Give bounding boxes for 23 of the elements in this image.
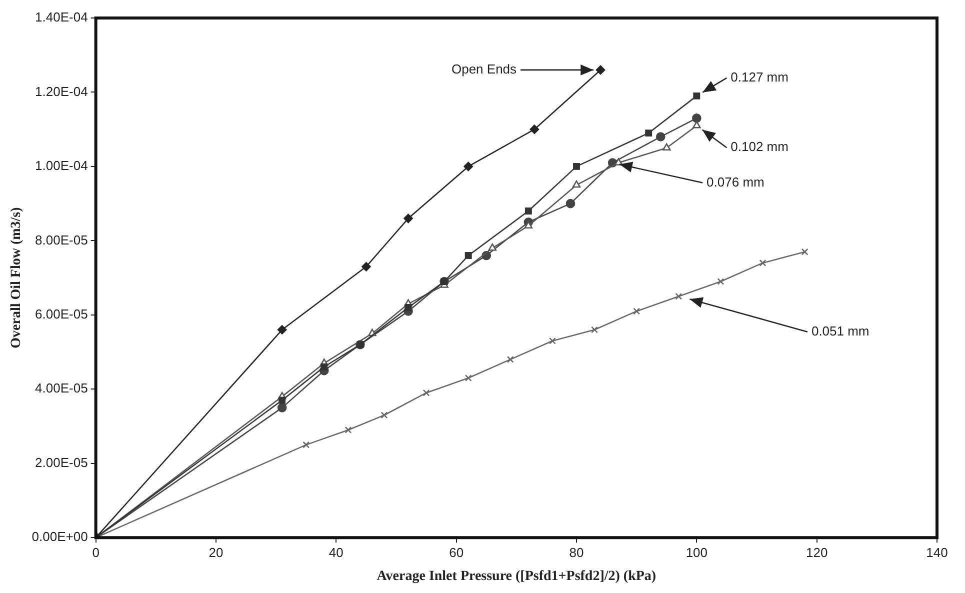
annotation: 0.127 mm (730, 70, 788, 85)
x-tick-label: 20 (208, 544, 224, 560)
x-tick-label: 60 (449, 544, 464, 560)
annotation: Open Ends (451, 62, 518, 77)
y-tick-label: 4.00E-05 (35, 380, 88, 396)
annotation: 0.051 mm (811, 323, 870, 338)
x-tick-label: 100 (686, 544, 708, 560)
y-tick-label: 1.00E-04 (35, 158, 88, 174)
y-tick-label: 0.00E+00 (32, 529, 88, 544)
x-tick-label: 40 (328, 544, 344, 560)
y-tick-label: 8.00E-05 (35, 232, 88, 248)
y-tick-label: 2.00E-05 (35, 454, 88, 470)
x-tick-label: 80 (569, 544, 584, 560)
y-axis-title: Overall Oil Flow (m3/s) (9, 206, 24, 348)
y-tick-label: 1.20E-04 (35, 84, 88, 99)
annotation: 0.102 mm (730, 139, 788, 154)
x-tick-label: 140 (926, 544, 948, 560)
annotation: 0.076 mm (706, 174, 764, 190)
x-axis-title: Average Inlet Pressure ([Psfd1+Psfd2]/2) (kPa) (376, 569, 656, 584)
x-tick-label: 120 (806, 544, 828, 560)
y-tick-label: 6.00E-05 (35, 306, 88, 322)
x-tick-label: 0 (92, 544, 100, 560)
y-tick-label: 1.40E-04 (35, 10, 88, 25)
